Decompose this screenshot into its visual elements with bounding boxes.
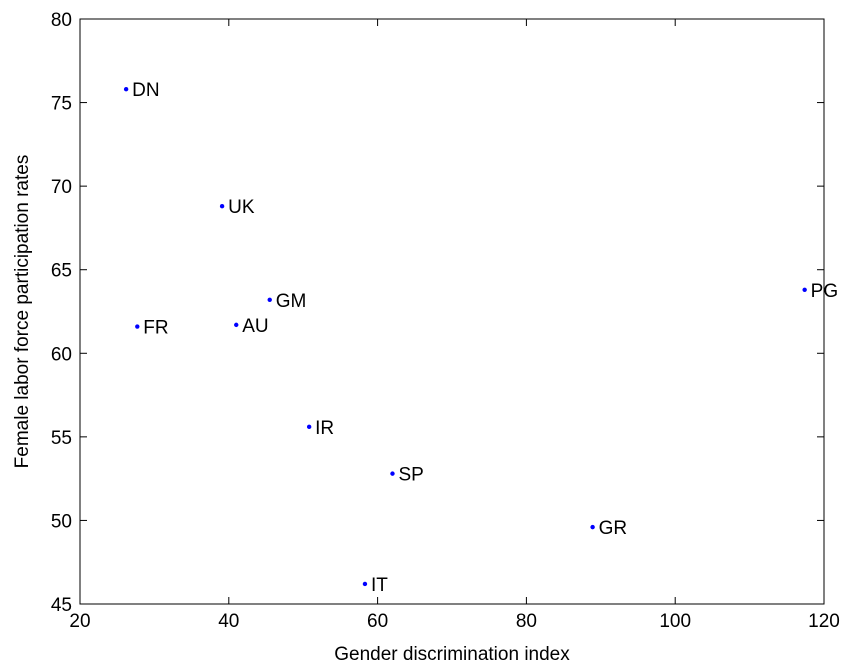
y-tick-label: 75 bbox=[51, 94, 72, 115]
x-tick-label: 120 bbox=[808, 611, 840, 632]
y-tick-label: 80 bbox=[51, 10, 72, 31]
x-axis-label: Gender discrimination index bbox=[334, 644, 570, 665]
data-points: DN UK PG GM FR AU IR SP GR IT bbox=[123, 80, 838, 596]
plot-area bbox=[79, 18, 825, 605]
y-tick-label: 55 bbox=[51, 428, 72, 449]
y-tick-label: 45 bbox=[51, 595, 72, 616]
y-tick-label: 70 bbox=[51, 177, 72, 198]
x-tick-label: 60 bbox=[367, 611, 388, 632]
point-label: GR bbox=[599, 518, 628, 539]
data-point bbox=[306, 424, 312, 430]
y-tick-label: 60 bbox=[51, 344, 72, 365]
data-point bbox=[123, 87, 129, 92]
x-tick-label: 20 bbox=[69, 611, 90, 632]
point-label: UK bbox=[228, 197, 255, 218]
point-label: GM bbox=[276, 291, 307, 312]
data-point bbox=[234, 322, 239, 328]
point-label: AU bbox=[242, 316, 268, 337]
point-label: SP bbox=[398, 465, 423, 486]
data-point bbox=[135, 324, 140, 329]
data-point bbox=[802, 287, 807, 292]
x-tick-label: 80 bbox=[516, 611, 537, 632]
x-tick-label: 40 bbox=[218, 611, 239, 632]
y-tick-label: 50 bbox=[51, 511, 72, 532]
data-point bbox=[219, 204, 225, 209]
data-point bbox=[390, 471, 395, 476]
point-label: FR bbox=[143, 318, 168, 339]
data-point bbox=[362, 581, 368, 587]
point-label: PG bbox=[811, 281, 838, 302]
data-point bbox=[267, 297, 272, 302]
point-label: IT bbox=[371, 575, 388, 596]
point-label: DN bbox=[132, 80, 159, 101]
data-point bbox=[590, 524, 595, 530]
x-tick-label: 100 bbox=[659, 611, 691, 632]
y-tick-label: 65 bbox=[51, 261, 72, 282]
axis-ticks: 20 40 60 80 100 120 45 50 55 60 65 70 75 80 bbox=[51, 10, 840, 632]
y-axis-label: Female labor force participation rates bbox=[12, 155, 33, 469]
point-label: IR bbox=[315, 418, 334, 439]
